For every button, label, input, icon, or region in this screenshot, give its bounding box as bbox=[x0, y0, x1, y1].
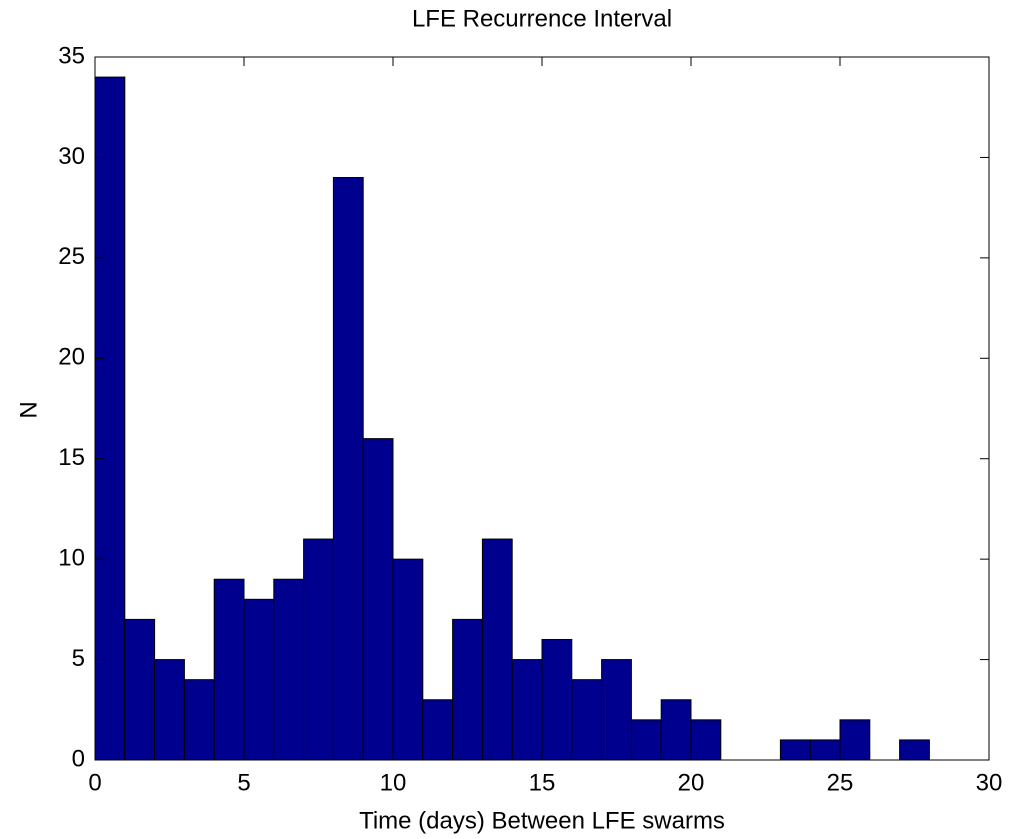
x-tick-label: 30 bbox=[976, 769, 1003, 796]
bar bbox=[541, 638, 573, 761]
x-tick-label: 0 bbox=[88, 769, 101, 796]
bar bbox=[690, 719, 722, 761]
bar bbox=[332, 177, 364, 761]
bar bbox=[511, 659, 543, 761]
chart-title: LFE Recurrence Interval bbox=[412, 5, 672, 32]
bar bbox=[839, 719, 871, 761]
x-tick-label: 5 bbox=[237, 769, 250, 796]
y-tick-label: 20 bbox=[58, 344, 85, 371]
y-tick-label: 5 bbox=[72, 645, 85, 672]
bar bbox=[392, 558, 424, 761]
bar bbox=[571, 679, 603, 761]
x-tick-label: 15 bbox=[529, 769, 556, 796]
x-tick-label: 10 bbox=[380, 769, 407, 796]
bar bbox=[630, 719, 662, 761]
bar bbox=[183, 679, 215, 761]
y-axis-label: N bbox=[15, 401, 42, 418]
bar bbox=[779, 739, 811, 761]
bar bbox=[154, 659, 185, 761]
bar bbox=[362, 438, 394, 761]
bar bbox=[273, 578, 305, 761]
y-tick-label: 25 bbox=[58, 243, 85, 270]
bar bbox=[243, 598, 275, 761]
x-tick-label: 20 bbox=[678, 769, 705, 796]
bar bbox=[601, 659, 632, 761]
y-tick-label: 10 bbox=[58, 544, 85, 571]
bar bbox=[481, 538, 513, 761]
x-axis-label: Time (days) Between LFE swarms bbox=[359, 807, 725, 834]
bar bbox=[452, 618, 483, 761]
bar bbox=[94, 76, 126, 761]
bar bbox=[213, 578, 245, 761]
y-tick-label: 0 bbox=[72, 745, 85, 772]
y-tick-label: 35 bbox=[58, 42, 85, 69]
x-tick-label: 25 bbox=[827, 769, 854, 796]
bar bbox=[124, 618, 156, 761]
bar bbox=[303, 538, 334, 761]
bar bbox=[899, 739, 930, 761]
bar bbox=[809, 739, 841, 761]
bar bbox=[422, 699, 454, 761]
y-tick-label: 30 bbox=[58, 143, 85, 170]
y-tick-label: 15 bbox=[58, 444, 85, 471]
bar bbox=[660, 699, 692, 761]
